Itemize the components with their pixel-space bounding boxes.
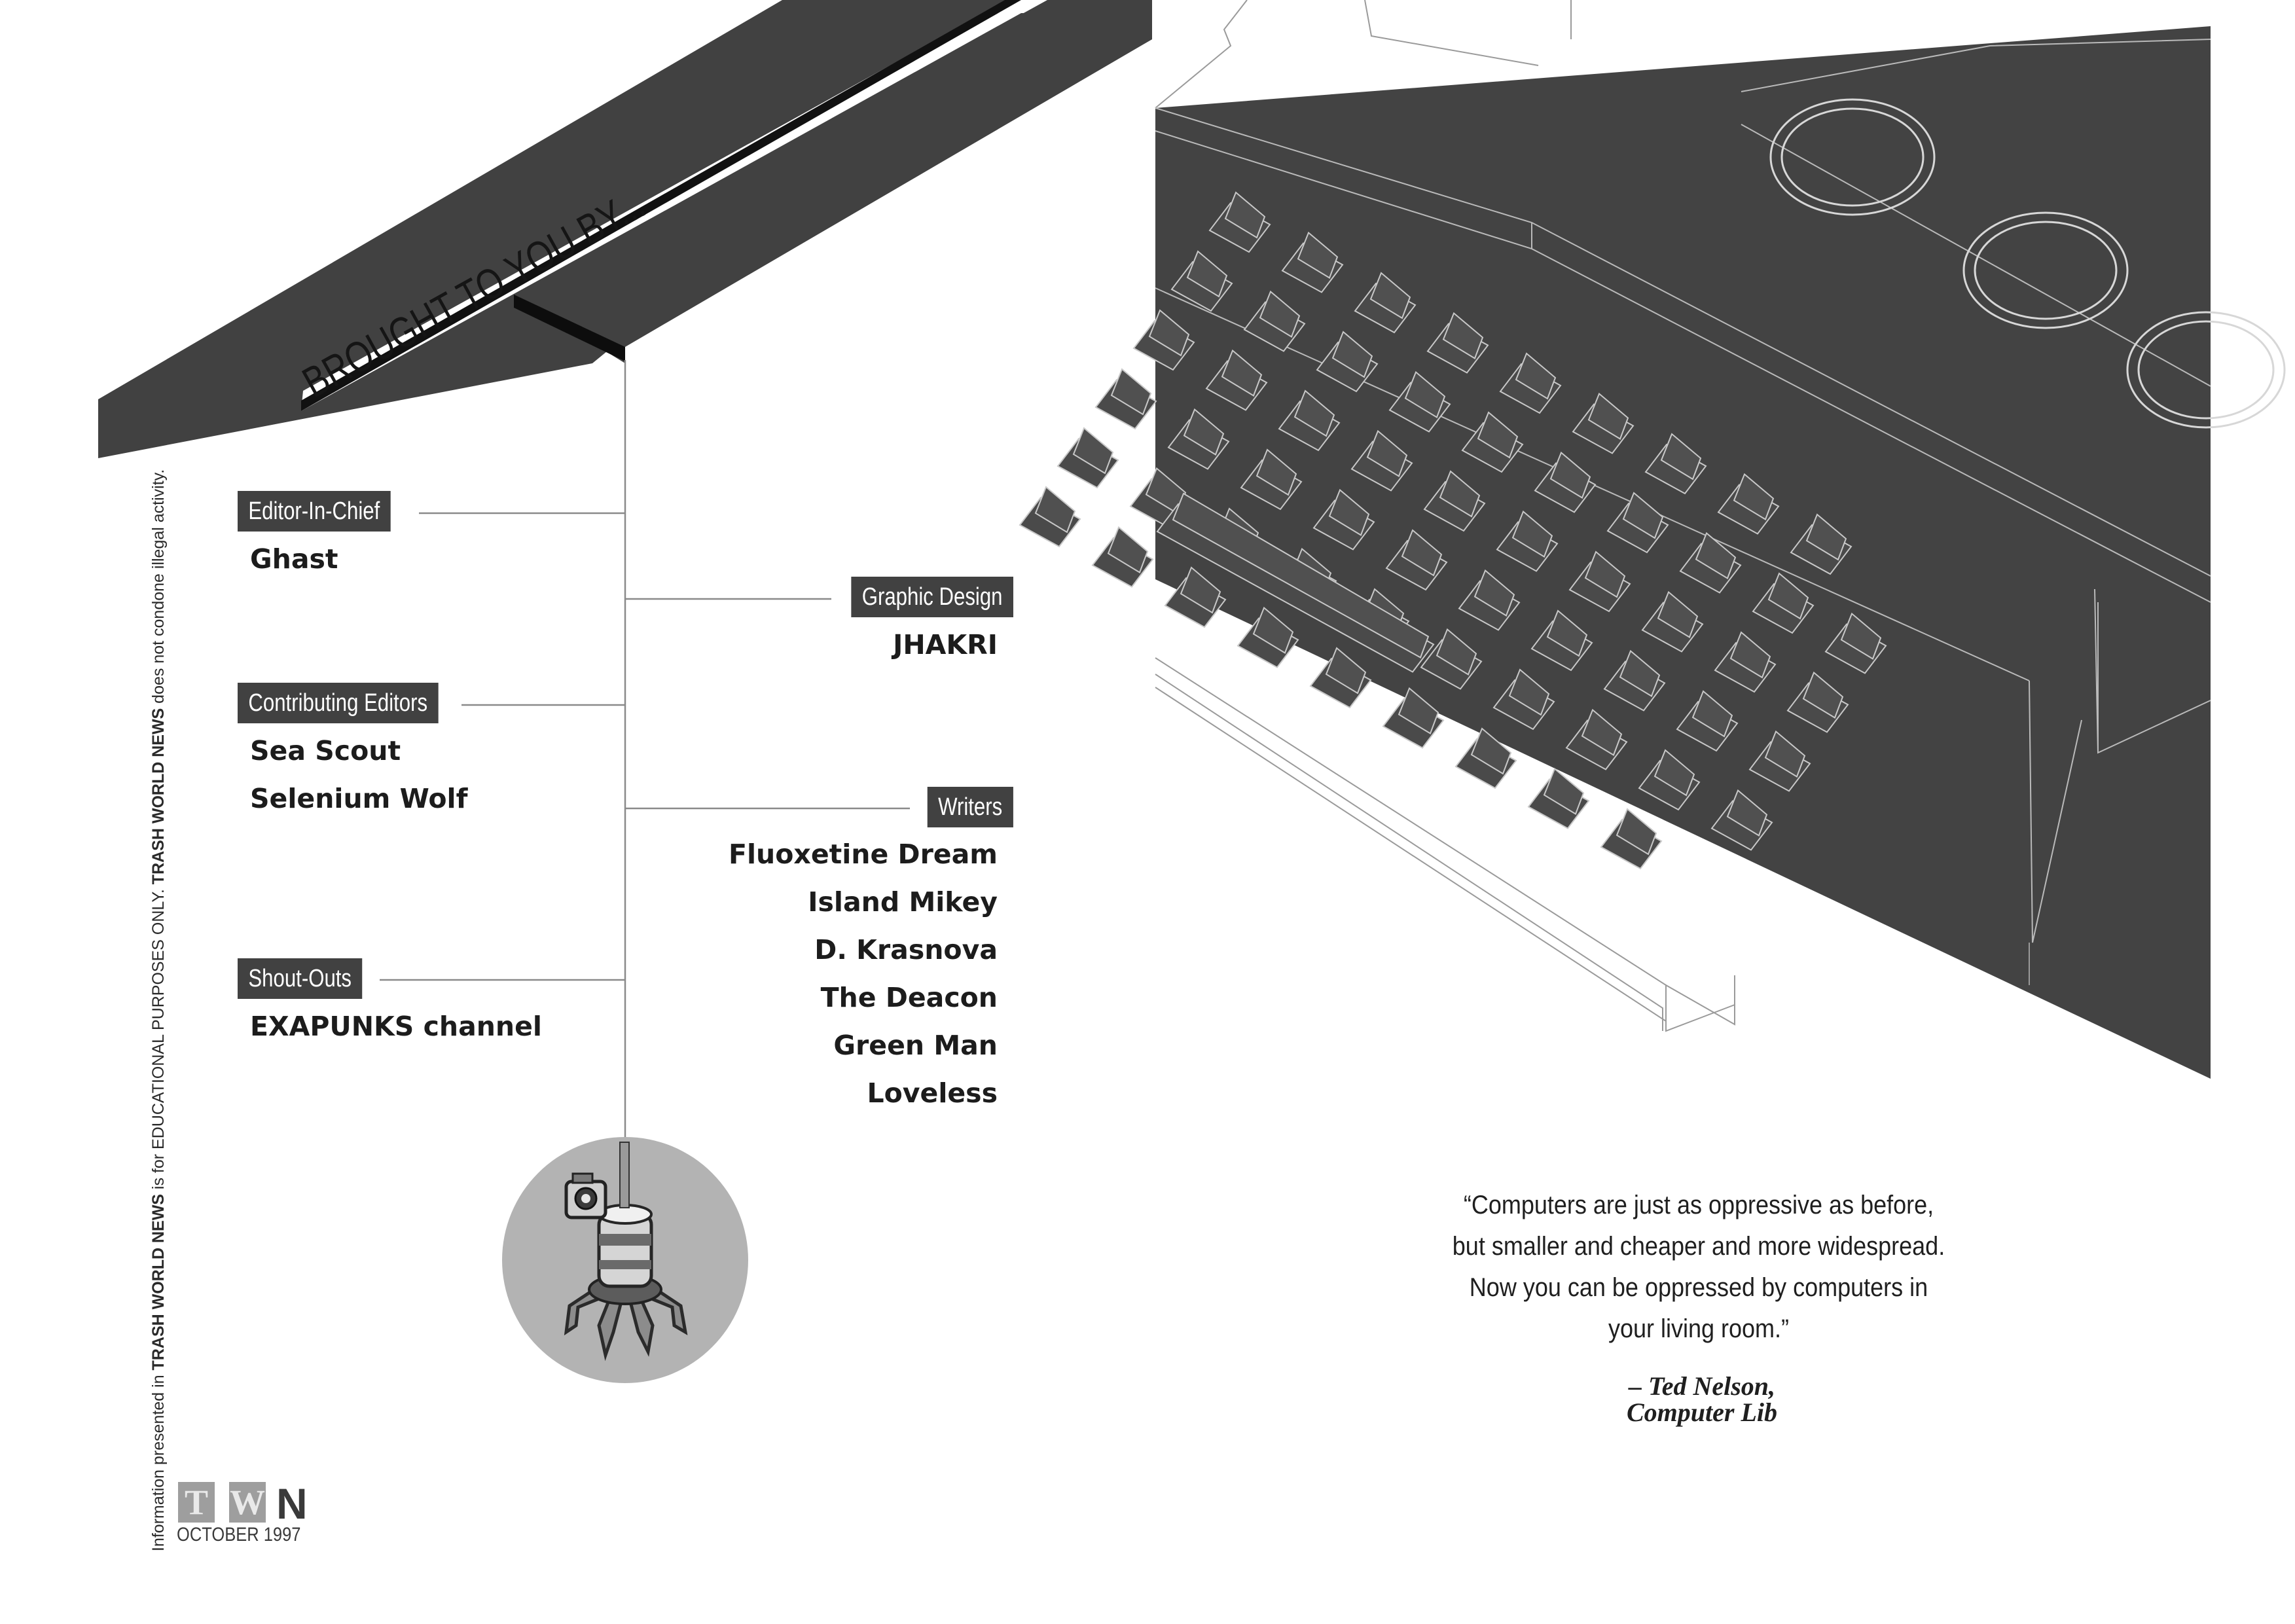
keyboard-key-top <box>1657 590 1699 638</box>
keyboard-key-top <box>1616 808 1657 856</box>
keyboard-key-top <box>1224 191 1266 239</box>
keyboard-key-top <box>1546 609 1588 657</box>
graphic-designer-name: JHAKRI <box>893 629 998 660</box>
logo-letter-t: T <box>178 1482 215 1523</box>
keyboard-key-top <box>1172 492 1430 659</box>
issue-date: OCTOBER 1997 <box>177 1524 301 1545</box>
keyboard-key-top <box>1072 427 1114 475</box>
legal-disclaimer: Information presented in TRASH WORLD NEW… <box>149 469 168 1551</box>
keyboard-key-top <box>1653 749 1695 797</box>
quote-source: Computer Lib <box>1626 1398 1778 1427</box>
keyboard-key-top <box>1587 392 1629 440</box>
keyboard-key-top <box>1404 370 1446 418</box>
role-label-contributing-editors: Contributing Editors <box>238 683 439 723</box>
disclaimer-text: Information presented in <box>149 1370 168 1551</box>
disclaimer-text: does not condone illegal activity. <box>149 469 168 708</box>
keyboard-key-top <box>1369 272 1411 319</box>
keyboard-key-top <box>1325 647 1367 695</box>
editor-in-chief-name: Ghast <box>250 543 338 575</box>
disclaimer-text: is for EDUCATIONAL PURPOSES ONLY. <box>149 884 168 1195</box>
role-label-writers: Writers <box>928 787 1013 827</box>
writer-name: Loveless <box>867 1077 998 1109</box>
keyboard-key-top <box>1034 486 1076 533</box>
keyboard-key-top <box>1107 526 1149 573</box>
keyboard-key-top <box>1840 612 1882 660</box>
writer-name: D. Krasnova <box>814 934 998 965</box>
exa-robot-icon <box>502 1137 748 1383</box>
keyboard-key-top <box>1148 309 1190 357</box>
keyboard-key-top <box>1256 448 1297 496</box>
shout-out-name: EXAPUNKS channel <box>250 1011 542 1042</box>
keyboard-key-top <box>1619 649 1661 697</box>
contributing-editor-name: Sea Scout <box>250 735 401 767</box>
keyboard-key-top <box>1508 668 1550 716</box>
keyboard-key-top <box>1584 550 1626 598</box>
keyboard-key-top <box>1805 513 1847 561</box>
publication-name: TRASH WORLD NEWS <box>149 708 168 885</box>
quote-line: but smaller and cheaper and more widespr… <box>1452 1232 1945 1261</box>
contributing-editor-name: Selenium Wolf <box>250 783 468 814</box>
keyboard-key-top <box>1733 473 1775 520</box>
role-label-graphic-design: Graphic Design <box>851 577 1013 617</box>
keyboard-key-top <box>1581 708 1623 756</box>
keyboard-key-top <box>1691 690 1733 738</box>
keyboard-key-top <box>1802 671 1844 719</box>
keyboard-key-top <box>1252 606 1294 654</box>
keyboard-key-top <box>1297 231 1339 279</box>
keyboard-key-top <box>1477 411 1519 459</box>
keyboard-key-top <box>1328 488 1370 536</box>
keyboard-key-top <box>1442 312 1484 359</box>
keyboard-key-top <box>1331 331 1373 378</box>
keyboard-key-top <box>1543 767 1585 815</box>
keyboard-key-top <box>1764 730 1806 778</box>
keyboard-key-top <box>1660 433 1702 480</box>
keyboard-key-top <box>1439 470 1481 518</box>
role-label-shout-outs: Shout-Outs <box>238 958 363 999</box>
publication-name: TRASH WORLD NEWS <box>149 1194 168 1371</box>
keyboard-key-top <box>1293 389 1335 437</box>
logo-letter-n: N <box>276 1479 308 1528</box>
quote-line: “Computers are just as oppressive as bef… <box>1463 1191 1934 1219</box>
writer-name: Green Man <box>833 1030 998 1061</box>
keyboard-key-top <box>1549 451 1591 499</box>
keyboard-key-top <box>1401 529 1443 577</box>
keyboard-key-top <box>1695 532 1737 579</box>
keyboard-key-top <box>1436 628 1477 676</box>
logo-letter-w: W <box>229 1482 266 1523</box>
keyboard-key-top <box>1470 727 1512 775</box>
keyboard-key-top <box>1221 349 1263 397</box>
quote-line: your living room.” <box>1608 1314 1790 1343</box>
role-label-editor-in-chief: Editor-In-Chief <box>238 491 391 532</box>
quote-author: – Ted Nelson, <box>1628 1371 1776 1401</box>
keyboard-key-top <box>1183 408 1225 456</box>
keyboard-key-top <box>1622 492 1664 539</box>
writer-name: The Deacon <box>820 982 998 1013</box>
keyboard-key-top <box>1259 290 1301 338</box>
writer-name: Fluoxetine Dream <box>728 839 998 870</box>
quote-line: Now you can be oppressed by computers in <box>1469 1273 1928 1302</box>
keyboard-key-top <box>1515 352 1557 400</box>
keyboard-key-top <box>1186 250 1228 298</box>
keyboard-key-top <box>1398 687 1439 734</box>
keyboard-key-top <box>1511 510 1553 558</box>
keyboard-key-top <box>1767 572 1809 620</box>
keyboard-key-top <box>1473 569 1515 617</box>
keyboard-key-top <box>1180 566 1221 614</box>
keyboard-key-top <box>1110 368 1152 416</box>
quote-block: “Computers are just as oppressive as bef… <box>1368 1185 2029 1350</box>
quote-attribution: – Ted Nelson, Computer Lib <box>1499 1373 1905 1426</box>
keyboard-key-top <box>1366 429 1408 477</box>
keyboard-key-top <box>1726 789 1768 837</box>
writer-name: Island Mikey <box>808 886 998 918</box>
keyboard-key-top <box>1729 631 1771 679</box>
